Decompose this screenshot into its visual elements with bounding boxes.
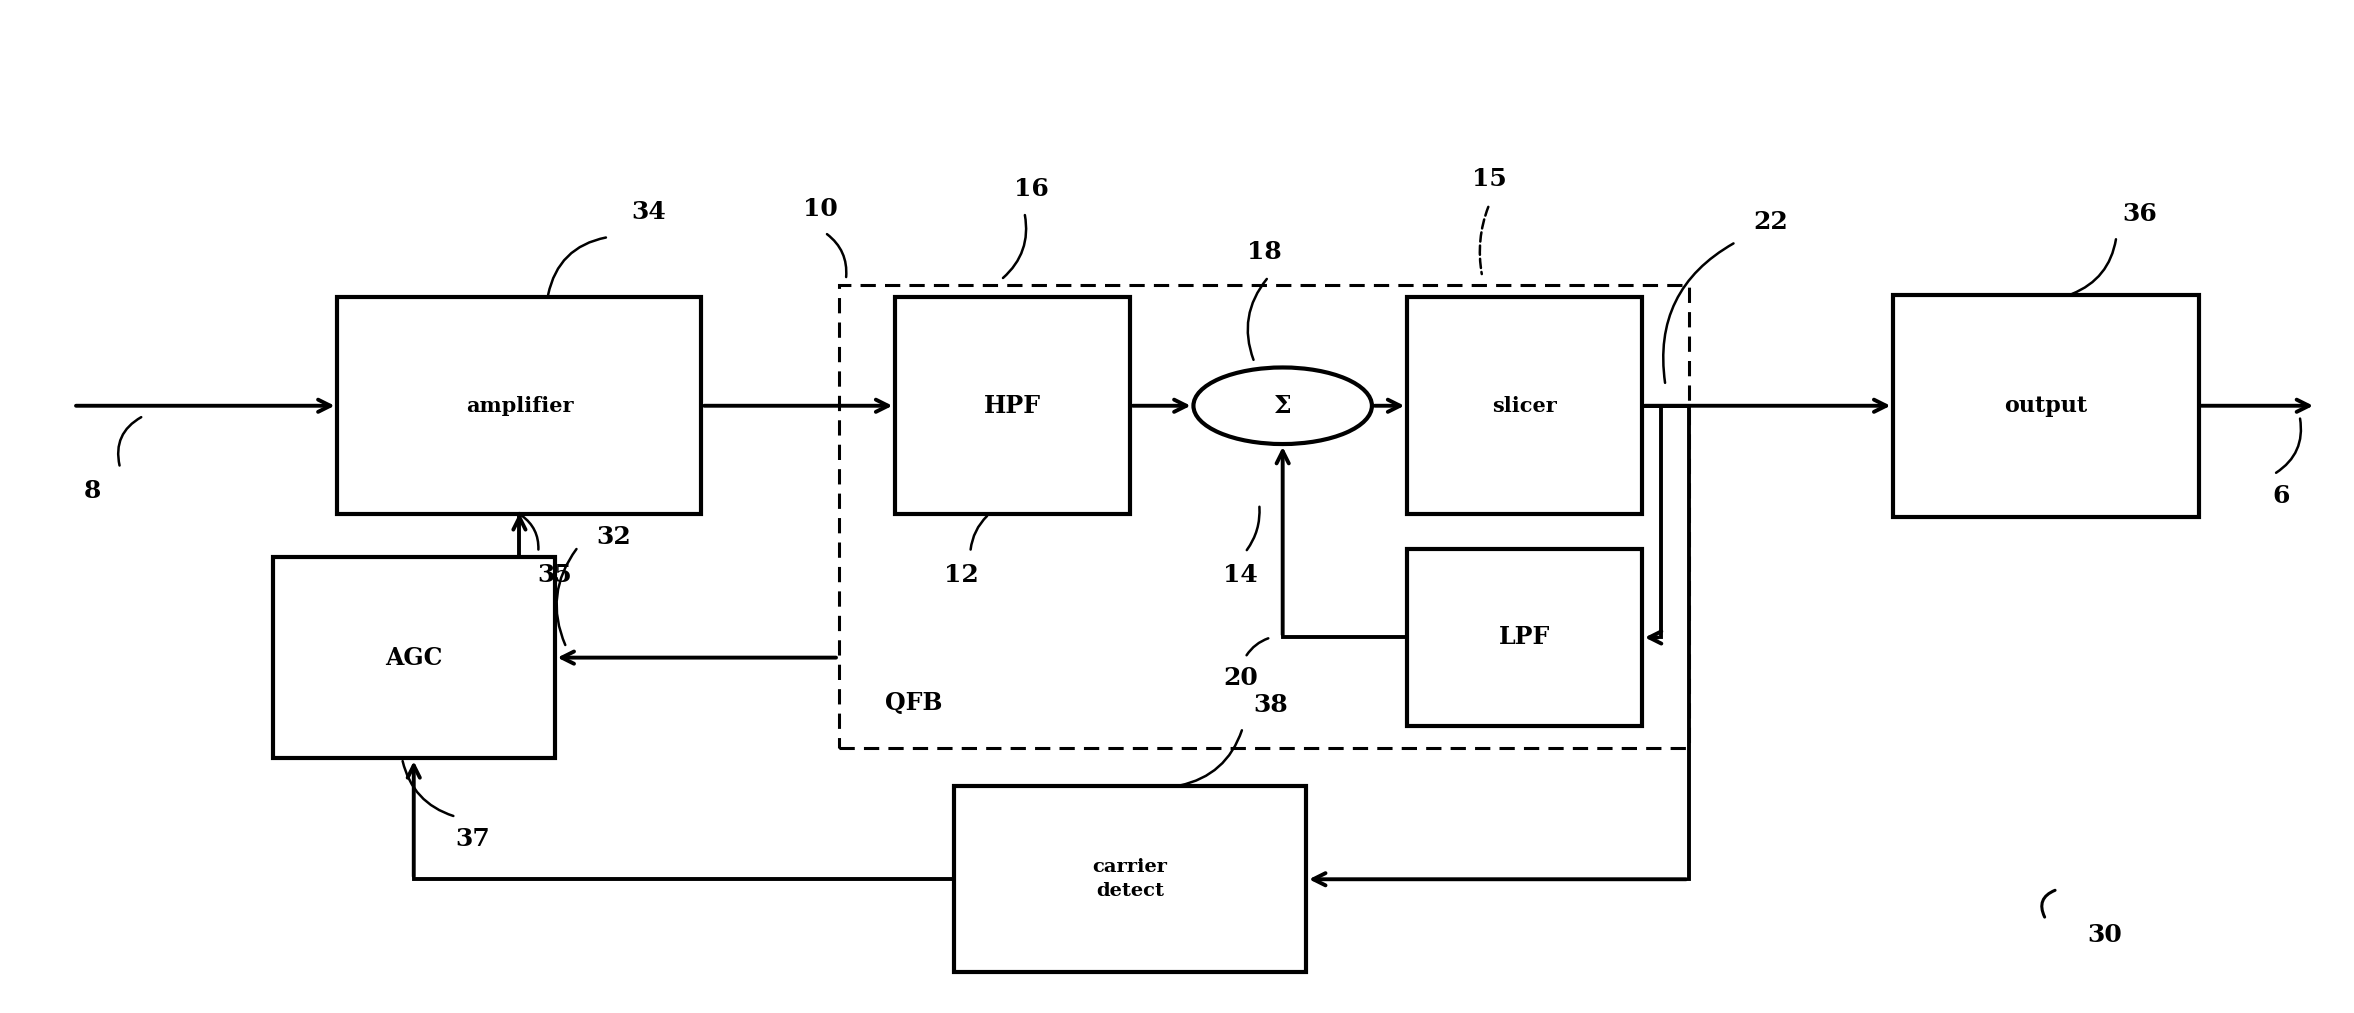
Text: 30: 30 — [2088, 923, 2121, 947]
Text: 18: 18 — [1248, 240, 1281, 263]
Text: QFB: QFB — [885, 691, 942, 715]
Text: output: output — [2003, 395, 2088, 416]
FancyBboxPatch shape — [1408, 298, 1643, 514]
FancyBboxPatch shape — [895, 298, 1130, 514]
Text: 12: 12 — [944, 562, 979, 587]
Text: LPF: LPF — [1499, 625, 1551, 649]
Text: amplifier: amplifier — [466, 396, 572, 415]
Text: 6: 6 — [2272, 484, 2290, 509]
Text: 16: 16 — [1015, 177, 1050, 202]
FancyBboxPatch shape — [1893, 295, 2199, 517]
Text: 22: 22 — [1754, 210, 1789, 234]
FancyBboxPatch shape — [1408, 549, 1643, 725]
Text: 8: 8 — [82, 479, 101, 503]
Text: 32: 32 — [596, 525, 631, 549]
Text: 34: 34 — [631, 200, 666, 224]
Text: 14: 14 — [1224, 562, 1257, 587]
Text: 20: 20 — [1224, 666, 1257, 690]
Text: 37: 37 — [454, 827, 490, 851]
Text: carrier
detect: carrier detect — [1092, 858, 1168, 901]
Text: slicer: slicer — [1492, 396, 1556, 415]
Text: 10: 10 — [803, 198, 838, 221]
Circle shape — [1193, 368, 1372, 444]
Text: 15: 15 — [1471, 167, 1507, 191]
Text: 38: 38 — [1255, 694, 1288, 717]
FancyBboxPatch shape — [273, 557, 556, 759]
FancyBboxPatch shape — [337, 298, 701, 514]
Text: Σ: Σ — [1274, 394, 1292, 417]
FancyBboxPatch shape — [953, 786, 1306, 972]
Text: 36: 36 — [2123, 203, 2156, 226]
Text: 35: 35 — [537, 562, 572, 587]
Text: AGC: AGC — [386, 645, 443, 670]
Text: HPF: HPF — [984, 394, 1040, 417]
